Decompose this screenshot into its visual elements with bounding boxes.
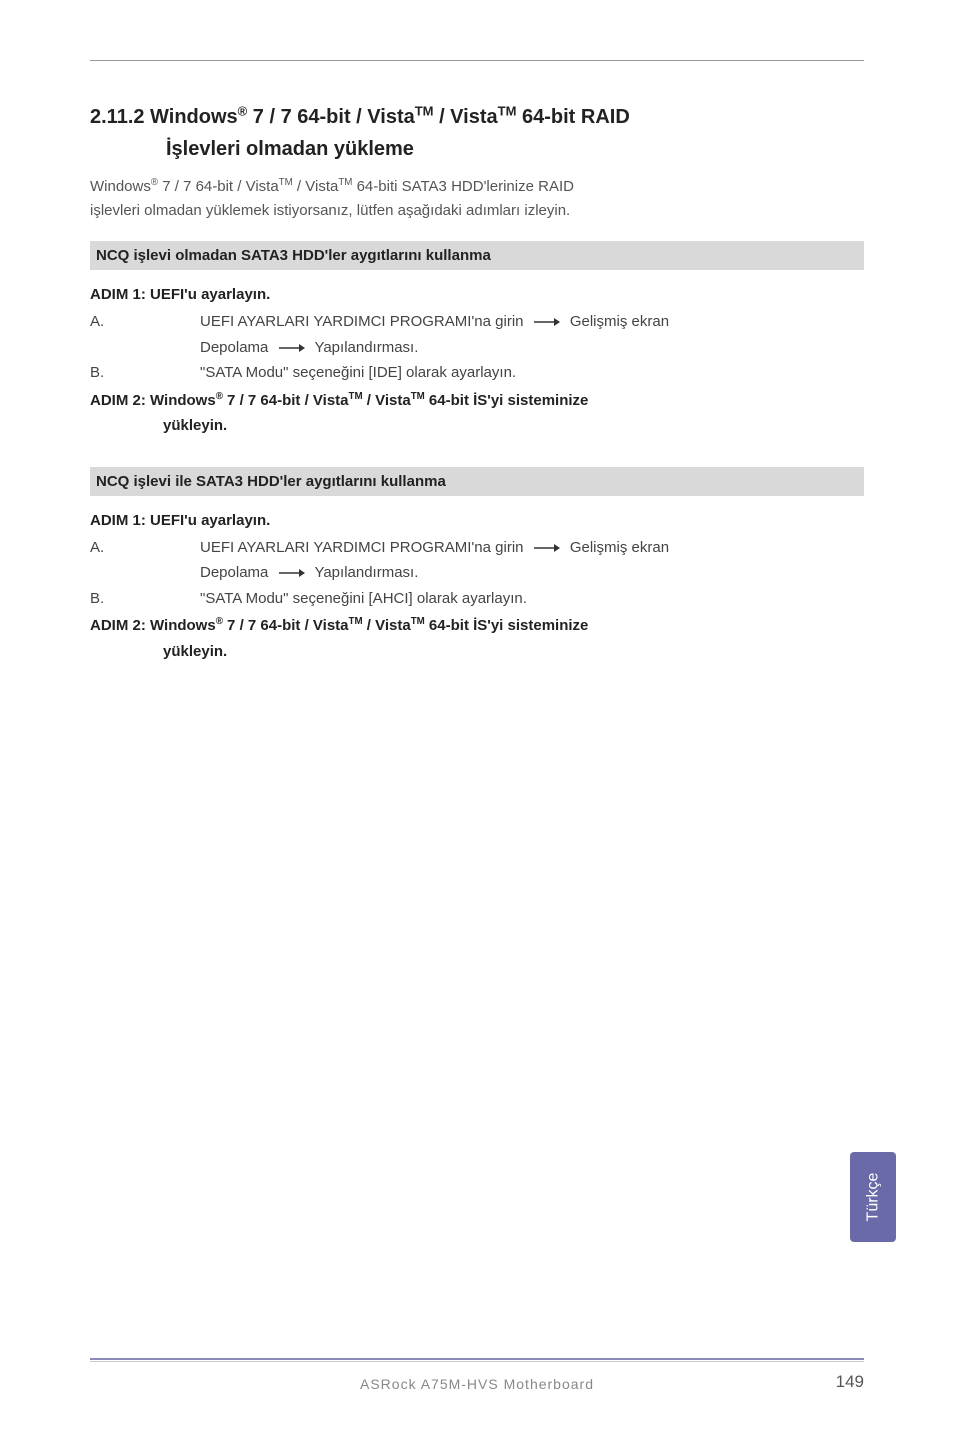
s1-step2: ADIM 2: Windows® 7 / 7 64-bit / VistaTM …	[90, 388, 864, 439]
s1-item-a: A. UEFI AYARLARI YARDIMCI PROGRAMI'na gi…	[90, 309, 864, 335]
s2-a2: Depolama Yapılandırması.	[90, 560, 864, 586]
s1-item-b: B. "SATA Modu" seçeneğini [IDE] olarak a…	[90, 360, 864, 386]
intro-l1-mid: 7 / 7 64-bit / Vista	[158, 178, 279, 195]
intro-sup: ®	[151, 177, 158, 188]
footer-text: ASRock A75M-HVS Motherboard	[0, 1376, 954, 1392]
s1-s2-cont: yükleyin.	[90, 413, 864, 439]
s1-a-post: Gelişmiş ekran	[570, 313, 669, 330]
heading-l1-pre: 2.11.2 Windows	[90, 106, 238, 128]
s2-s2-post: 64-bit İS'yi sisteminize	[425, 617, 589, 634]
heading-l1-mid2: / Vista	[434, 106, 498, 128]
intro-l1-pre: Windows	[90, 178, 151, 195]
s1-s2-sup: ®	[216, 391, 223, 402]
s2-s2-sup: ®	[216, 616, 223, 627]
page-number: 149	[836, 1372, 864, 1392]
side-tab-label: Türkçe	[864, 1173, 882, 1222]
intro-paragraph: Windows® 7 / 7 64-bit / VistaTM / VistaT…	[90, 175, 864, 223]
language-side-tab: Türkçe	[850, 1152, 896, 1242]
s2-a-pre: UEFI AYARLARI YARDIMCI PROGRAMI'na girin	[200, 539, 524, 556]
s2-s2-mid2: / Vista	[363, 617, 411, 634]
top-divider	[90, 60, 864, 61]
section-heading: 2.11.2 Windows® 7 / 7 64-bit / VistaTM /…	[90, 101, 864, 165]
s2-a-letter: A.	[90, 535, 200, 561]
s2-step1-title: ADIM 1: UEFI'u ayarlayın.	[90, 512, 864, 529]
s2-item-a: A. UEFI AYARLARI YARDIMCI PROGRAMI'na gi…	[90, 535, 864, 561]
gray-bar-2: NCQ işlevi ile SATA3 HDD'ler aygıtlarını…	[90, 467, 864, 496]
s2-s2-tm1: TM	[349, 616, 363, 627]
s2-b-letter: B.	[90, 586, 200, 612]
s2-item-b: B. "SATA Modu" seçeneğini [AHCI] olarak …	[90, 586, 864, 612]
s2-s2-pre: ADIM 2: Windows	[90, 617, 216, 634]
s2-a-post: Gelişmiş ekran	[570, 539, 669, 556]
intro-tm1: TM	[279, 177, 293, 188]
s1-b-text: "SATA Modu" seçeneğini [IDE] olarak ayar…	[200, 360, 864, 386]
heading-tm2: TM	[498, 103, 517, 118]
heading-tm1: TM	[415, 103, 434, 118]
s1-b-letter: B.	[90, 360, 200, 386]
intro-l1-mid2: / Vista	[293, 178, 339, 195]
arrow-right-icon	[534, 543, 560, 553]
footer-divider	[90, 1358, 864, 1362]
heading-l1-mid: 7 / 7 64-bit / Vista	[247, 106, 414, 128]
s1-s2-post: 64-bit İS'yi sisteminize	[425, 392, 589, 409]
arrow-right-icon	[279, 343, 305, 353]
s1-s2-tm1: TM	[349, 391, 363, 402]
s1-a-content: UEFI AYARLARI YARDIMCI PROGRAMI'na girin…	[200, 309, 864, 335]
s2-s2-cont: yükleyin.	[90, 639, 864, 665]
s1-s2-mid2: / Vista	[363, 392, 411, 409]
s2-b-text: "SATA Modu" seçeneğini [AHCI] olarak aya…	[200, 586, 864, 612]
arrow-right-icon	[279, 568, 305, 578]
s2-a2-post: Yapılandırması.	[314, 564, 418, 581]
s2-s2-tm2: TM	[411, 616, 425, 627]
s2-s2-mid: 7 / 7 64-bit / Vista	[223, 617, 349, 634]
heading-l1-post: 64-bit RAID	[516, 106, 629, 128]
heading-l2: İşlevleri olmadan yükleme	[90, 133, 414, 165]
intro-l2: işlevleri olmadan yüklemek istiyorsanız,…	[90, 202, 570, 219]
s1-a-letter: A.	[90, 309, 200, 335]
s1-s2-tm2: TM	[411, 391, 425, 402]
s1-a2-post: Yapılandırması.	[314, 339, 418, 356]
s1-a-pre: UEFI AYARLARI YARDIMCI PROGRAMI'na girin	[200, 313, 524, 330]
arrow-right-icon	[534, 317, 560, 327]
s2-a-content: UEFI AYARLARI YARDIMCI PROGRAMI'na girin…	[200, 535, 864, 561]
s2-step2: ADIM 2: Windows® 7 / 7 64-bit / VistaTM …	[90, 613, 864, 664]
intro-l1-post: 64-biti SATA3 HDD'lerinize RAID	[352, 178, 574, 195]
s1-a2-pre: Depolama	[200, 339, 268, 356]
s1-s2-mid: 7 / 7 64-bit / Vista	[223, 392, 349, 409]
s2-a2-pre: Depolama	[200, 564, 268, 581]
intro-tm2: TM	[338, 177, 352, 188]
gray-bar-1: NCQ işlevi olmadan SATA3 HDD'ler aygıtla…	[90, 241, 864, 270]
heading-sup: ®	[238, 103, 248, 118]
s1-a2: Depolama Yapılandırması.	[90, 335, 864, 361]
s1-step1-title: ADIM 1: UEFI'u ayarlayın.	[90, 286, 864, 303]
s1-s2-pre: ADIM 2: Windows	[90, 392, 216, 409]
